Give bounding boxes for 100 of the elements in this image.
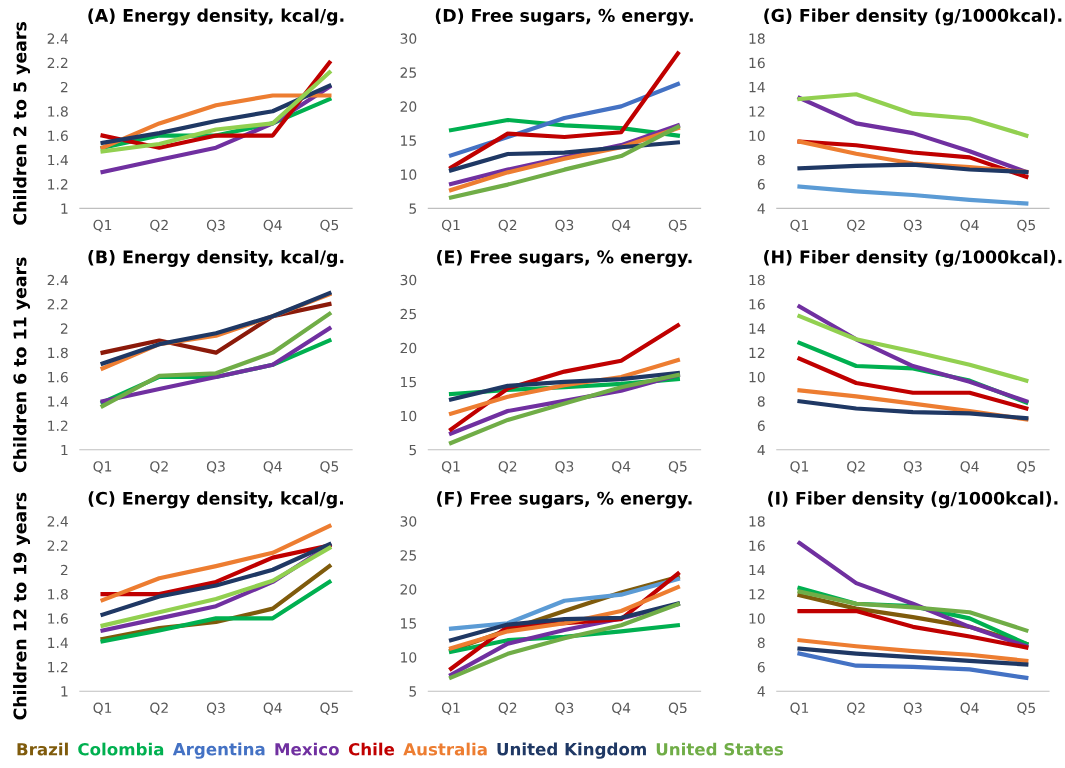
x-tick-label: Q5 [1017, 461, 1036, 474]
line-series [797, 651, 1029, 680]
line-series [448, 601, 680, 643]
x-tick-label: Q2 [847, 219, 865, 232]
chart-title: (F) Free sugars, % energy. [437, 491, 692, 509]
x-tick-label: Q4 [960, 702, 979, 715]
y-tick-label: 1.6 [48, 613, 68, 624]
line-series [797, 162, 1029, 175]
x-tick-label: Q5 [320, 702, 339, 715]
x-tick-label: Q4 [612, 461, 631, 474]
x-tick-label: Q3 [206, 702, 225, 715]
x-tick-label: Q2 [498, 702, 517, 715]
x-tick-label: Q1 [93, 702, 112, 715]
y-tick-label: 6 [757, 420, 765, 431]
y-tick-label: 16 [749, 57, 765, 69]
y-tick-label: 12 [749, 589, 765, 600]
y-tick-label: 1.2 [48, 179, 68, 190]
x-tick-label: Q5 [668, 702, 687, 715]
y-tick-label: 10 [401, 652, 417, 663]
y-tick-label: 6 [757, 661, 765, 673]
text: Argentina [172, 742, 265, 759]
y-tick-label: 2.4 [47, 274, 68, 286]
x-tick-label: Q5 [320, 219, 339, 232]
y-tick-label: 1.4 [48, 396, 68, 407]
x-tick-label: Q3 [903, 219, 922, 232]
line-series [797, 184, 1029, 206]
x-tick-label: Q4 [960, 461, 979, 474]
x-tick-label: Q1 [93, 461, 112, 474]
line-series [100, 542, 332, 617]
x-tick-label: Q3 [903, 702, 922, 715]
y-tick-label: 5 [409, 686, 417, 697]
x-tick-label: Q5 [668, 461, 687, 474]
y-tick-label: 5 [409, 444, 417, 456]
line-series [797, 95, 1029, 175]
x-tick-label: Q5 [1017, 702, 1036, 715]
y-tick-label: 15 [401, 135, 417, 146]
y-tick-label: 20 [400, 342, 417, 354]
line-series [100, 523, 332, 603]
x-tick-label: Q2 [498, 461, 517, 474]
y-tick-label: 5 [409, 203, 417, 214]
x-tick-label: Q2 [150, 219, 168, 232]
y-tick-label: 10 [749, 371, 765, 383]
y-tick-label: 2 [60, 81, 68, 93]
x-tick-label: Q3 [206, 461, 225, 474]
line-series [797, 589, 1029, 633]
y-tick-label: 12 [749, 106, 765, 117]
y-tick-label: 1.8 [48, 106, 68, 117]
y-tick-label: 25 [400, 67, 417, 78]
line-series [797, 646, 1029, 667]
x-tick-label: Q4 [960, 219, 979, 232]
y-tick-label: 30 [400, 274, 417, 286]
y-tick-label: 1.8 [48, 589, 68, 600]
y-tick-label: 16 [749, 540, 765, 551]
y-tick-label: 4 [757, 686, 765, 697]
y-tick-label: 14 [749, 564, 765, 576]
x-tick-label: Q1 [790, 702, 809, 715]
y-tick-label: 12 [749, 347, 765, 358]
x-tick-label: Q2 [847, 702, 865, 715]
x-tick-label: Q2 [150, 461, 168, 474]
y-tick-label: 25 [400, 550, 417, 561]
y-tick-label: 8 [757, 637, 765, 649]
x-tick-label: Q3 [206, 219, 225, 232]
y-tick-label: 4 [757, 444, 765, 456]
x-tick-label: Q5 [1017, 219, 1036, 232]
x-tick-label: Q1 [441, 461, 460, 474]
y-tick-label: 15 [401, 618, 417, 629]
y-tick-label: 14 [749, 323, 765, 334]
line-series [100, 579, 332, 644]
y-tick-label: 30 [400, 33, 417, 44]
y-tick-label: 18 [749, 274, 765, 286]
y-tick-label: 18 [749, 516, 765, 527]
chart-title: (C) Energy density, kcal/g. [88, 491, 344, 509]
x-tick-label: Q3 [903, 461, 922, 474]
y-tick-label: 2.4 [47, 33, 68, 44]
x-tick-label: Q2 [498, 219, 517, 232]
y-tick-label: 20 [400, 584, 417, 595]
text: Chile [348, 742, 395, 756]
y-tick-label: 1.8 [48, 347, 68, 359]
line-series [797, 399, 1029, 421]
chart-title: (D) Free sugars, % energy. [435, 8, 693, 26]
line-series [797, 314, 1029, 383]
x-tick-label: Q4 [263, 702, 282, 715]
y-tick-label: 2 [60, 323, 68, 334]
y-tick-label: 8 [757, 396, 765, 407]
y-tick-label: 10 [749, 130, 765, 142]
x-tick-label: Q5 [320, 461, 339, 474]
x-tick-label: Q2 [150, 702, 168, 715]
line-series [448, 370, 680, 402]
chart-title: (E) Free sugars, % energy. [437, 249, 692, 267]
y-tick-label: 1 [61, 444, 68, 456]
line-series [100, 326, 332, 404]
y-axis-title: Children 12 to 19 years [13, 492, 31, 720]
line-series [448, 576, 680, 631]
y-tick-label: 6 [757, 179, 765, 190]
line-series [448, 51, 680, 170]
y-axis-title: Children 2 to 5 years [13, 22, 31, 225]
y-tick-label: 14 [749, 82, 765, 93]
x-tick-label: Q3 [555, 219, 574, 232]
x-tick-label: Q3 [555, 461, 574, 474]
y-tick-label: 2 [60, 564, 68, 576]
